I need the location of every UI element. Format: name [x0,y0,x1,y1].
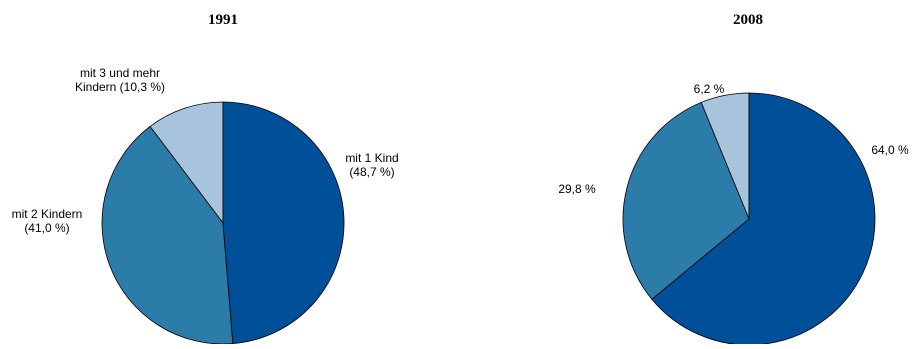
slice-label-1991-2: mit 3 und mehr Kindern (10,3 %) [75,66,165,94]
slice-label-2008-1: 29,8 % [558,182,596,196]
slice-label-line: 64,0 % [871,143,909,157]
slice-label-line: 6,2 % [694,82,725,96]
chart-title-2008: 2008 [733,12,763,28]
pie-chart-2008: 2008 64,0 % 29,8 % 6,2 % [558,12,909,346]
pie-slice-2008-1 [622,101,750,300]
slice-label-line: mit 1 Kind [345,151,398,165]
slice-label-line: mit 3 und mehr [80,66,160,80]
slice-label-line: Kindern (10,3 %) [75,80,165,94]
slice-label-1991-0: mit 1 Kind (48,7 %) [345,151,398,179]
slice-label-line: mit 2 Kindern [12,207,83,221]
slice-label-1991-1: mit 2 Kindern (41,0 %) [12,207,83,235]
slice-label-line: 29,8 % [558,182,596,196]
pie-slice-1991-2 [149,101,224,225]
slice-label-2008-0: 64,0 % [871,143,909,157]
slice-label-2008-2: 6,2 % [694,82,725,96]
pie-slice-1991-1 [101,125,234,345]
chart-title-1991: 1991 [208,12,238,28]
slice-label-line: (41,0 %) [24,221,69,235]
pie-slice-1991-0 [222,101,345,345]
pie-chart-1991: 1991 mit 1 Kind (48,7 %) mit 2 Kindern (41,… [12,12,399,345]
pie-slice-2008-0 [651,92,876,346]
slice-label-line: (48,7 %) [349,165,394,179]
